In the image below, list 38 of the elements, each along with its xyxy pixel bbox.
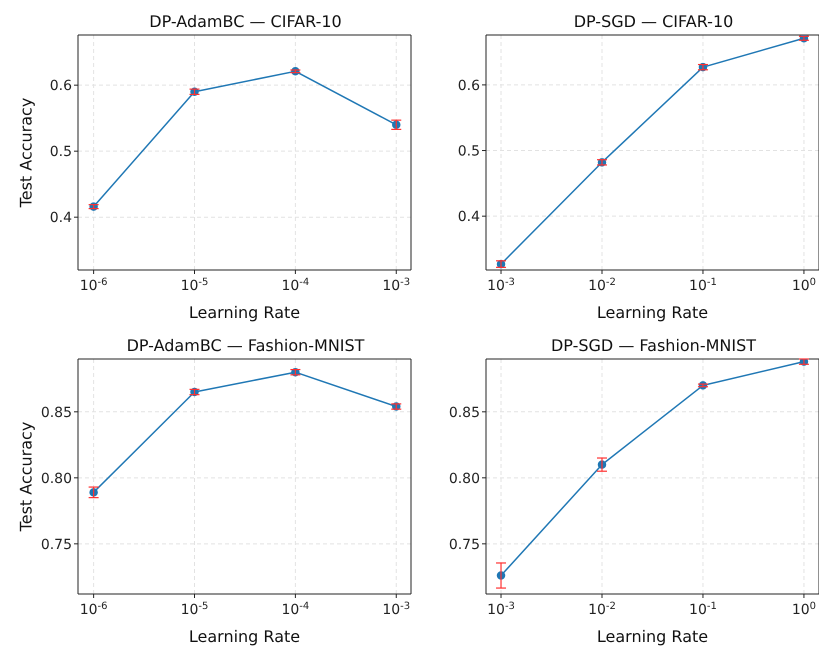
- y-tick-label: 0.80: [448, 470, 480, 487]
- y-tick-label: 0.85: [448, 404, 480, 421]
- x-axis-title: Learning Rate: [596, 627, 708, 646]
- x-axis-title: Learning Rate: [188, 303, 300, 322]
- x-tick-label: 10$^{-2}$: [588, 276, 616, 294]
- x-tick-label: 10$^{-1}$: [689, 600, 717, 618]
- x-tick-label: 10$^{-5}$: [180, 276, 208, 294]
- y-tick-label: 0.5: [458, 144, 480, 160]
- x-tick-label: 10$^{0}$: [792, 276, 816, 294]
- x-tick-label: 10$^{-2}$: [588, 600, 616, 618]
- y-tick-label: 0.6: [458, 78, 480, 94]
- x-tick-label: 10$^{-3}$: [382, 600, 410, 618]
- x-tick-label: 10$^{-5}$: [180, 600, 208, 618]
- chart-title: DP-SGD — CIFAR-10: [572, 12, 734, 31]
- x-tick-label: 10$^{-6}$: [80, 276, 108, 294]
- y-axis-title: Test Accuracy: [16, 98, 36, 208]
- y-tick-label: 0.75: [448, 536, 480, 553]
- y-tick-label: 0.85: [40, 404, 72, 421]
- y-tick-label: 0.80: [40, 470, 72, 487]
- y-axis-title: Test Accuracy: [16, 422, 36, 532]
- x-axis-title: Learning Rate: [188, 627, 300, 646]
- x-tick-label: 10$^{-1}$: [689, 276, 717, 294]
- y-tick-label: 0.75: [40, 536, 72, 553]
- x-tick-label: 10$^{-3}$: [487, 600, 515, 618]
- chart-title: DP-AdamBC — CIFAR-10: [148, 12, 343, 31]
- x-tick-label: 10$^{-4}$: [281, 276, 310, 294]
- chart-title: DP-SGD — Fashion-MNIST: [550, 336, 758, 355]
- x-tick-label: 10$^{0}$: [792, 600, 816, 618]
- chart-title: DP-AdamBC — Fashion-MNIST: [126, 336, 366, 355]
- x-axis-title: Learning Rate: [596, 303, 708, 322]
- x-tick-label: 10$^{-6}$: [80, 600, 108, 618]
- y-tick-label: 0.5: [50, 144, 72, 160]
- x-tick-label: 10$^{-3}$: [382, 276, 410, 294]
- y-tick-label: 0.6: [50, 78, 72, 94]
- y-tick-label: 0.4: [458, 209, 480, 226]
- y-tick-label: 0.4: [50, 210, 72, 226]
- x-tick-label: 10$^{-4}$: [281, 600, 310, 618]
- x-tick-label: 10$^{-3}$: [487, 276, 515, 294]
